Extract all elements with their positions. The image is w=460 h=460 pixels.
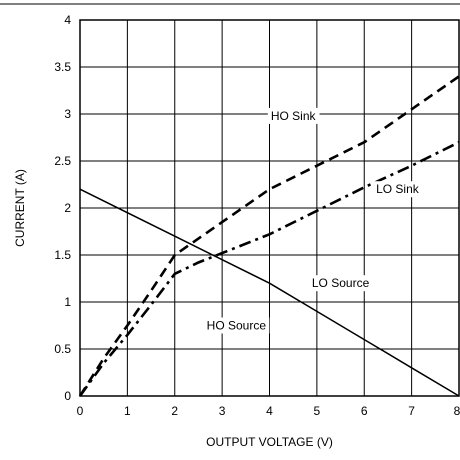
series-group <box>78 75 460 397</box>
x-tick-label: 6 <box>361 404 368 418</box>
series-line-lo-sink <box>78 141 460 397</box>
x-tick-label: 0 <box>77 404 84 418</box>
annotation-label: LO Sink <box>376 182 420 196</box>
x-axis-title: OUTPUT VOLTAGE (V) <box>206 435 333 449</box>
annotation-label: LO Source <box>312 276 370 290</box>
y-tick-label: 2.5 <box>54 154 71 168</box>
series-line-ho-source <box>79 188 460 397</box>
x-tick-label: 1 <box>124 404 131 418</box>
annotation-label: HO Source <box>207 319 267 333</box>
series-line-ho-sink <box>78 75 460 397</box>
y-tick-label: 4 <box>64 13 71 27</box>
y-tick-label: 1 <box>64 295 71 309</box>
annotation-label: HO Sink <box>271 109 317 123</box>
x-tick-label: 2 <box>171 404 178 418</box>
plot-frame <box>79 19 460 397</box>
y-axis-title: CURRENT (A) <box>13 169 27 247</box>
annotation-background <box>203 317 270 334</box>
annotation-background <box>308 275 373 292</box>
x-tick-label: 4 <box>266 404 273 418</box>
x-tick-label: 8 <box>454 404 460 418</box>
x-tick-label: 7 <box>408 404 415 418</box>
y-tick-label: 0.5 <box>54 342 71 356</box>
annotation-background <box>373 181 423 198</box>
annotation-background <box>267 107 320 124</box>
x-tick-label: 5 <box>314 404 321 418</box>
y-tick-label: 3.5 <box>54 60 71 74</box>
y-tick-label: 2 <box>64 201 71 215</box>
y-tick-label: 0 <box>64 389 71 403</box>
x-tick-label: 3 <box>219 404 226 418</box>
y-tick-label: 1.5 <box>54 248 71 262</box>
tick-labels: 0 1 2 3 4 5 6 7 8 0 0.5 1 1.5 2 2.5 3 3.5 4 <box>54 13 460 418</box>
annotations: HO Sink LO Sink LO Source HO Source <box>203 107 423 334</box>
y-tick-label: 3 <box>64 107 71 121</box>
